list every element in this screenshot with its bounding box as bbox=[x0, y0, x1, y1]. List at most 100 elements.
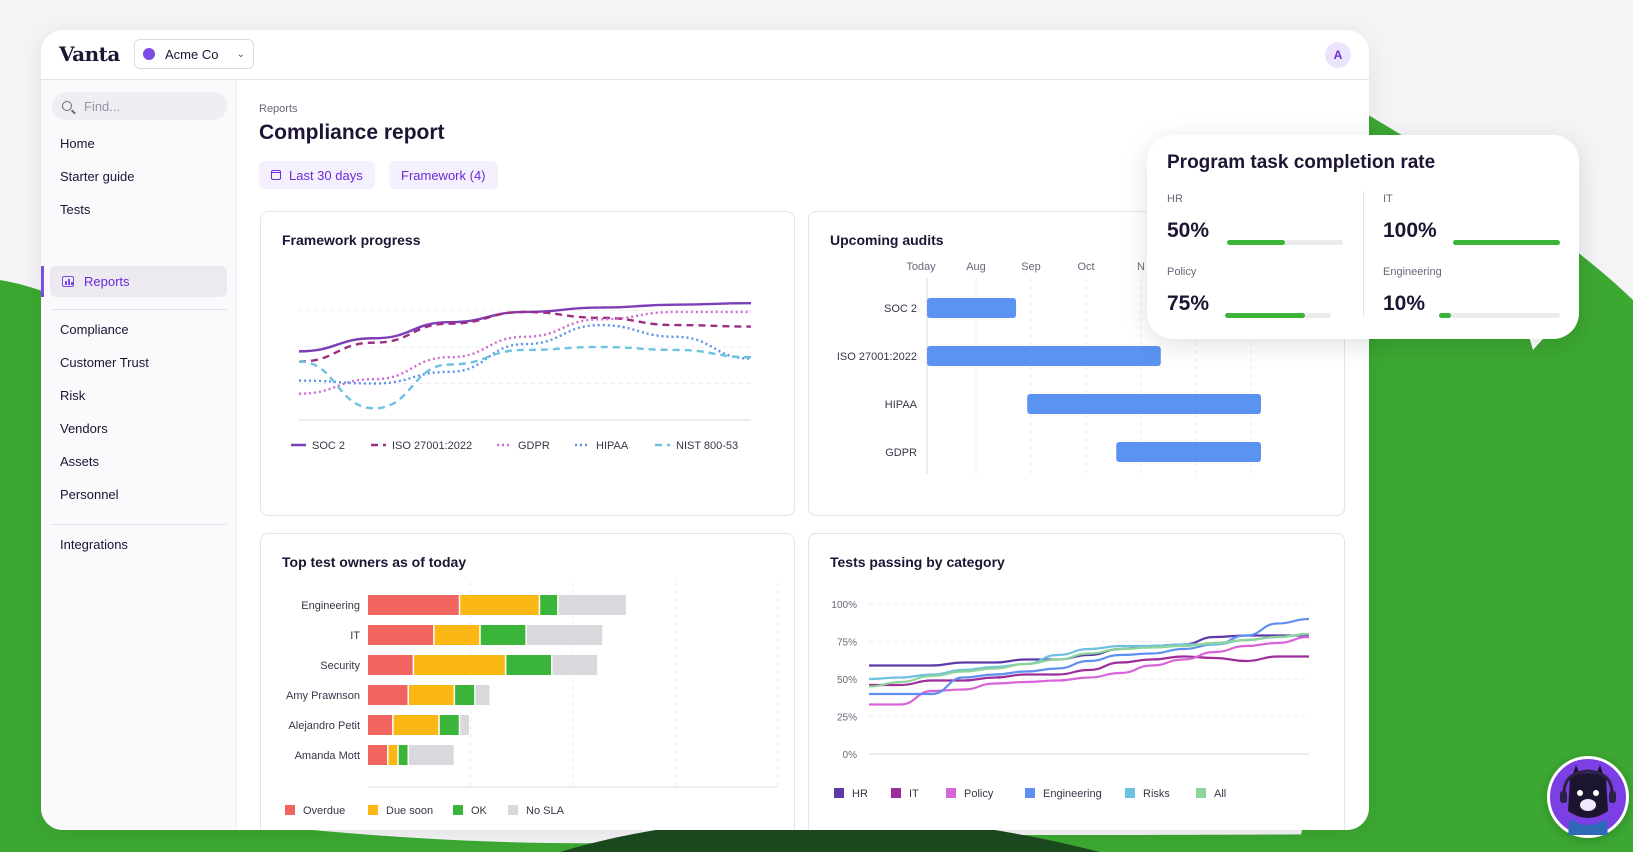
legend-label: IT bbox=[909, 788, 919, 800]
metric-value: 75% bbox=[1167, 292, 1210, 315]
sidebar-item-vendors[interactable]: Vendors bbox=[60, 421, 108, 436]
stacked-bar-segment bbox=[368, 745, 387, 765]
stacked-bar-segment bbox=[540, 595, 558, 615]
card-title: Framework progress bbox=[282, 232, 421, 248]
framework-filter-label: Framework (4) bbox=[401, 167, 486, 183]
support-chat-mascot[interactable] bbox=[1547, 756, 1629, 838]
legend-swatch bbox=[1025, 788, 1035, 798]
card-title: Tests passing by category bbox=[830, 554, 1005, 570]
metric-label: Policy bbox=[1167, 266, 1197, 278]
stacked-bar-segment bbox=[460, 715, 469, 735]
vanta-logo[interactable]: Vanta bbox=[59, 42, 120, 66]
popup-divider bbox=[1363, 191, 1364, 317]
stacked-bar-segment bbox=[552, 655, 598, 675]
series-line bbox=[868, 632, 1310, 688]
metric-value: 100% bbox=[1383, 219, 1437, 242]
org-name: Acme Co bbox=[165, 46, 219, 62]
series-line bbox=[298, 310, 752, 363]
audit-bar bbox=[1116, 442, 1261, 462]
app-window: Vanta Acme Co ⌄ A Find... Home Starter g… bbox=[41, 30, 1369, 830]
chevron-down-icon: ⌄ bbox=[236, 48, 245, 60]
stacked-bar-segment bbox=[409, 745, 454, 765]
search-placeholder: Find... bbox=[84, 98, 121, 114]
stacked-bar-segment bbox=[388, 745, 398, 765]
sidebar-item-customer-trust[interactable]: Customer Trust bbox=[60, 355, 149, 370]
task-completion-popup: Program task completion rate HR 50% IT 1… bbox=[1147, 135, 1579, 339]
sidebar-item-compliance[interactable]: Compliance bbox=[60, 322, 129, 337]
progress-bar bbox=[1439, 313, 1560, 318]
y-tick-label: 25% bbox=[837, 713, 857, 724]
sidebar-item-tests[interactable]: Tests bbox=[60, 202, 91, 217]
stacked-bar-segment bbox=[368, 625, 434, 645]
sidebar-item-starter-guide[interactable]: Starter guide bbox=[60, 169, 135, 184]
user-avatar[interactable]: A bbox=[1325, 42, 1351, 68]
page-title: Compliance report bbox=[259, 121, 445, 144]
metric-value: 10% bbox=[1383, 292, 1426, 315]
legend-label: HIPAA bbox=[596, 440, 629, 452]
legend-label: All bbox=[1214, 788, 1226, 800]
org-selector[interactable]: Acme Co ⌄ bbox=[134, 39, 254, 69]
stacked-bar-segment bbox=[526, 625, 603, 645]
metric-label: HR bbox=[1167, 193, 1183, 205]
stacked-bar-segment bbox=[434, 625, 480, 645]
sidebar-item-home[interactable]: Home bbox=[60, 136, 95, 151]
legend-swatch bbox=[891, 788, 901, 798]
progress-bar bbox=[1225, 313, 1331, 318]
search-input[interactable]: Find... bbox=[52, 92, 227, 120]
legend-label: Risks bbox=[1143, 788, 1170, 800]
stacked-bar-segment bbox=[558, 595, 626, 615]
legend-swatch bbox=[834, 788, 844, 798]
series-line bbox=[298, 345, 752, 410]
sidebar-item-reports[interactable] bbox=[50, 266, 227, 297]
stacked-bar-segment bbox=[368, 595, 459, 615]
stacked-bar-segment bbox=[409, 685, 454, 705]
legend-swatch bbox=[285, 805, 295, 815]
series-line bbox=[869, 655, 1309, 687]
legend-label: OK bbox=[471, 805, 488, 817]
y-tick-label: Security bbox=[320, 660, 360, 672]
progress-bar bbox=[1227, 240, 1343, 245]
x-tick-label: Aug bbox=[966, 261, 986, 273]
legend-swatch bbox=[946, 788, 956, 798]
calendar-icon bbox=[271, 170, 281, 180]
stacked-bar-segment bbox=[393, 715, 439, 735]
date-range-filter[interactable]: Last 30 days bbox=[259, 161, 375, 189]
stacked-bar-segment bbox=[455, 685, 475, 705]
x-tick-label: Oct bbox=[1077, 261, 1094, 273]
progress-fill bbox=[1453, 240, 1560, 245]
y-tick-label: GDPR bbox=[885, 447, 917, 459]
x-tick-label: Sep bbox=[1021, 261, 1041, 273]
llama-icon bbox=[1560, 765, 1616, 835]
progress-fill bbox=[1439, 313, 1452, 318]
sidebar-item-risk[interactable]: Risk bbox=[60, 388, 86, 403]
legend-swatch bbox=[1125, 788, 1135, 798]
sidebar-item-label: Reports bbox=[84, 274, 130, 289]
upcoming-audits-chart: Today Aug Sep Oct N SOC 2 ISO 27001:2022 HIPAA G… bbox=[837, 261, 1261, 474]
y-tick-label: SOC 2 bbox=[884, 303, 917, 315]
legend-label: NIST 800-53 bbox=[676, 440, 738, 452]
y-tick-label: ISO 27001:2022 bbox=[837, 351, 917, 363]
search-icon bbox=[62, 101, 72, 111]
framework-filter[interactable]: Framework (4) bbox=[389, 161, 498, 189]
sidebar-divider bbox=[52, 524, 227, 525]
sidebar: Find... Home Starter guide Tests Reports… bbox=[41, 80, 237, 830]
sidebar-item-integrations[interactable]: Integrations bbox=[60, 537, 128, 552]
org-icon bbox=[143, 48, 155, 60]
stacked-bar-segment bbox=[414, 655, 505, 675]
stacked-bar-segment bbox=[368, 655, 413, 675]
legend-label: No SLA bbox=[526, 805, 565, 817]
legend-label: Policy bbox=[964, 788, 994, 800]
stacked-bar-segment bbox=[475, 685, 490, 705]
sidebar-item-personnel[interactable]: Personnel bbox=[60, 487, 119, 502]
stacked-bar-segment bbox=[506, 655, 551, 675]
breadcrumb[interactable]: Reports bbox=[259, 103, 298, 115]
audit-bar bbox=[1027, 394, 1261, 414]
popup-title: Program task completion rate bbox=[1167, 152, 1436, 173]
card-title: Top test owners as of today bbox=[282, 554, 467, 570]
stacked-bar-segment bbox=[439, 715, 459, 735]
sidebar-item-assets[interactable]: Assets bbox=[60, 454, 100, 469]
metric-label: Engineering bbox=[1383, 266, 1442, 278]
series-line bbox=[869, 634, 1309, 667]
y-tick-label: 100% bbox=[831, 600, 857, 611]
stacked-bar-segment bbox=[368, 685, 408, 705]
